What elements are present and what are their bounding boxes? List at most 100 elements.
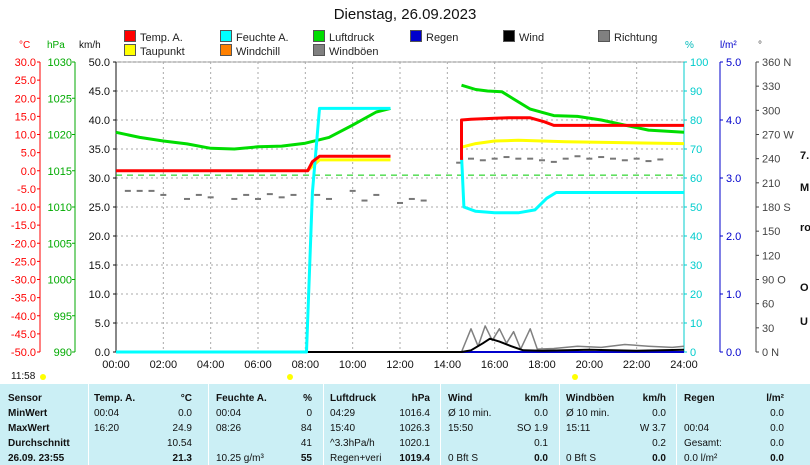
legend-swatch bbox=[410, 30, 422, 42]
axis-tick-label: 1010 bbox=[48, 202, 72, 214]
table-cell-note: 15:40 bbox=[330, 423, 356, 434]
timeline-marker bbox=[40, 374, 46, 380]
axis-tick-label: 240 bbox=[762, 154, 780, 166]
table-cell-value: 1020.1 bbox=[399, 438, 430, 449]
axis-tick-label: 10 bbox=[690, 318, 702, 330]
weather-chart: 30.0 25.0 20.0 15.0 10.0 5.0 0.0 -5.0 -10.0 -15.0… bbox=[11, 57, 794, 380]
axis-tick-label: 10.0 bbox=[89, 289, 110, 301]
axis-tick-label: 40 bbox=[690, 231, 702, 243]
legend-label: Feuchte A. bbox=[236, 32, 289, 44]
table-cell-value: 1019.4 bbox=[399, 453, 430, 464]
axis-tick-label: 5.0 bbox=[21, 148, 36, 160]
axis-tick-label: 300 bbox=[762, 105, 780, 117]
table-cell-note: 16:20 bbox=[94, 423, 120, 434]
axis-tick-label: 1005 bbox=[48, 238, 72, 250]
x-tick-label: 18:00 bbox=[528, 359, 556, 371]
timeline-marker bbox=[287, 374, 293, 380]
table-cell-note: Ø 10 min. bbox=[566, 408, 610, 419]
axis-tick-label: 15.0 bbox=[15, 111, 36, 123]
press-unit-label: hPa bbox=[47, 40, 65, 51]
offscreen-panel-text: U bbox=[800, 316, 808, 328]
legend-label: Taupunkt bbox=[140, 46, 185, 58]
legend-label: Regen bbox=[426, 32, 459, 44]
table-cell-note: 00:04 bbox=[94, 408, 120, 419]
x-tick-label: 14:00 bbox=[434, 359, 462, 371]
axis-tick-label: 100 bbox=[690, 57, 708, 69]
table-separator bbox=[323, 384, 324, 465]
axis-tick-label: 0.0 bbox=[21, 166, 36, 178]
legend-label: Windchill bbox=[236, 46, 281, 58]
dir-unit-label: ° bbox=[758, 40, 762, 51]
axis-tick-label: -50.0 bbox=[11, 347, 36, 359]
table-cell-value: 0.0 bbox=[770, 408, 784, 419]
legend-item-7: Windchill bbox=[220, 44, 280, 58]
table-cell-value: 1026.3 bbox=[399, 423, 430, 434]
offscreen-panel-text: O bbox=[800, 282, 809, 294]
axis-tick-label: 1020 bbox=[48, 130, 72, 142]
table-cell-value: 84 bbox=[300, 423, 312, 434]
table-cell-value: 10.54 bbox=[166, 438, 192, 449]
legend-item-4: Wind bbox=[503, 30, 544, 44]
axis-tick-label: 995 bbox=[54, 311, 72, 323]
table-separator bbox=[208, 384, 209, 465]
axis-tick-label: 0 bbox=[690, 347, 696, 359]
table-row-label: MinWert bbox=[8, 408, 48, 419]
legend-swatch bbox=[220, 30, 232, 42]
temp-unit-label: °C bbox=[19, 40, 31, 51]
axis-tick-label: -45.0 bbox=[11, 329, 36, 341]
table-cell-value: 0.0 bbox=[652, 453, 666, 464]
axis-tick-label: 0 N bbox=[762, 347, 779, 359]
series-line-wind bbox=[116, 337, 685, 353]
axis-tick-label: 5.0 bbox=[726, 57, 741, 69]
table-cell-value: 0.0 bbox=[770, 438, 784, 449]
legend-item-2: Luftdruck bbox=[313, 30, 374, 44]
table-col-unit: hPa bbox=[411, 393, 430, 404]
axis-tick-label: 1030 bbox=[48, 57, 72, 69]
axis-tick-label: 120 bbox=[762, 250, 780, 262]
legend-item-0: Temp. A. bbox=[124, 30, 183, 44]
table-cell-value: 41 bbox=[300, 438, 312, 449]
axis-tick-label: 2.0 bbox=[726, 231, 741, 243]
series-line-temp-a- bbox=[116, 116, 684, 173]
stats-table: Sensor MinWert MaxWert Durchschnitt 26.09. 2… bbox=[0, 384, 810, 465]
table-cell-note: Regen+veri bbox=[330, 453, 382, 464]
table-cell-note: 15:50 bbox=[448, 423, 474, 434]
table-row-label: MaxWert bbox=[8, 423, 50, 434]
axis-tick-label: 45.0 bbox=[89, 86, 110, 98]
axis-tick-label: 30 bbox=[762, 323, 774, 335]
table-col-header: Temp. A. bbox=[94, 393, 136, 404]
table-cell-value: 0.0 bbox=[534, 408, 548, 419]
axis-tick-label: 210 bbox=[762, 178, 780, 190]
table-cell-note: 0 Bft S bbox=[448, 453, 479, 464]
axis-tick-label: 1025 bbox=[48, 93, 72, 105]
axis-tick-label: 1000 bbox=[48, 275, 72, 287]
axis-tick-label: 180 S bbox=[762, 202, 791, 214]
timeline-marker bbox=[572, 374, 578, 380]
axis-tick-label: -5.0 bbox=[17, 184, 36, 196]
axis-tick-label: 25.0 bbox=[89, 202, 110, 214]
legend-label: Windböen bbox=[329, 46, 379, 58]
axis-tick-label: 4.0 bbox=[726, 115, 741, 127]
table-col-header: Feuchte A. bbox=[216, 393, 267, 404]
legend-item-6: Taupunkt bbox=[124, 44, 185, 58]
axis-tick-label: 30 bbox=[690, 260, 702, 272]
table-row-label: Sensor bbox=[8, 393, 42, 404]
table-cell-value: W 3.7 bbox=[639, 423, 666, 434]
axis-tick-label: 0.0 bbox=[726, 347, 741, 359]
table-separator bbox=[676, 384, 677, 465]
x-tick-label: 08:00 bbox=[292, 359, 320, 371]
table-cell-note: 15:11 bbox=[566, 423, 591, 434]
axis-tick-label: -30.0 bbox=[11, 275, 36, 287]
x-tick-label: 10:00 bbox=[339, 359, 367, 371]
table-cell-note: 04:29 bbox=[330, 408, 356, 419]
table-col-header: Windböen bbox=[566, 393, 615, 404]
legend-item-1: Feuchte A. bbox=[220, 30, 289, 44]
axis-tick-label: -15.0 bbox=[11, 220, 36, 232]
axis-tick-label: 150 bbox=[762, 226, 780, 238]
axis-tick-label: 3.0 bbox=[726, 173, 741, 185]
x-tick-label: 04:00 bbox=[197, 359, 225, 371]
axis-tick-label: 50 bbox=[690, 202, 702, 214]
legend-label: Temp. A. bbox=[140, 32, 183, 44]
table-cell-note: 0 Bft S bbox=[566, 453, 597, 464]
axis-tick-label: 40.0 bbox=[89, 115, 110, 127]
